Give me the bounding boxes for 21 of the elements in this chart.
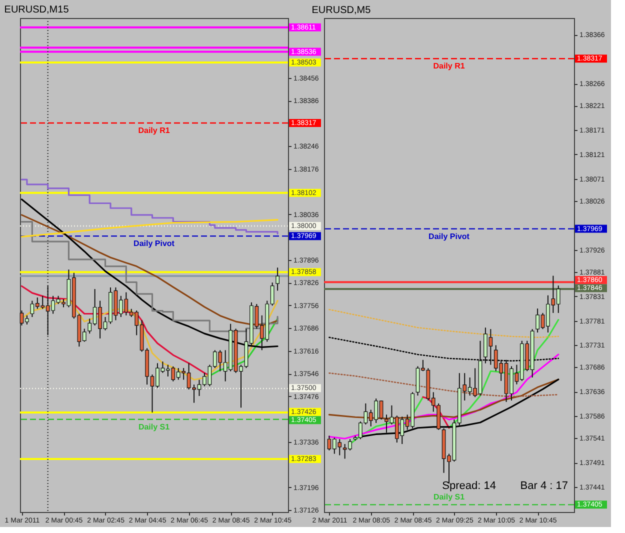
line-series — [328, 372, 560, 398]
annotation: Daily R1 — [138, 126, 170, 135]
annotation: Daily S1 — [433, 492, 466, 502]
candlestick — [276, 267, 280, 292]
annotation: Bar 4 : 17 — [520, 480, 568, 492]
line-series — [360, 378, 560, 438]
line-series — [422, 396, 450, 429]
chart-title: EURUSD,M15 — [4, 4, 70, 16]
annotation: Daily Pivot — [428, 232, 470, 241]
line-series — [328, 336, 560, 362]
line-series — [208, 318, 278, 377]
chart-title: EURUSD,M5 — [312, 5, 372, 16]
annotation: Daily Pivot — [134, 239, 175, 248]
line-series — [328, 354, 560, 440]
line-series — [20, 198, 278, 348]
annotation: Daily R1 — [433, 62, 466, 71]
annotation: Spread: 14 — [442, 480, 496, 492]
line-series — [20, 219, 278, 238]
annotation: Daily S1 — [138, 422, 170, 432]
line-series — [328, 308, 560, 338]
line-series — [20, 285, 210, 377]
